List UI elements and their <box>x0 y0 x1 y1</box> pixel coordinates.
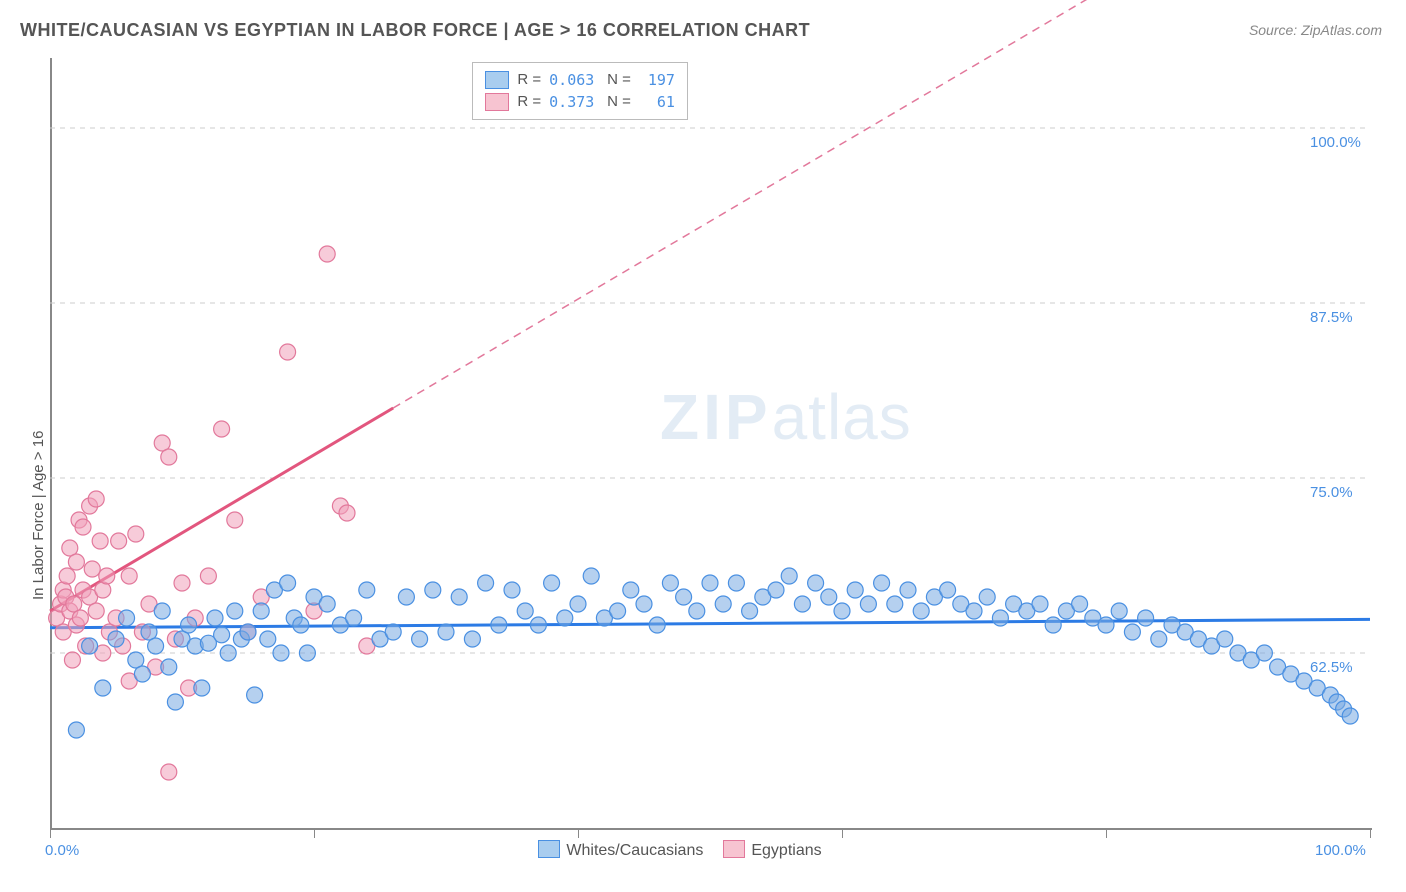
x-tick <box>842 828 843 838</box>
y-axis-label: In Labor Force | Age > 16 <box>30 431 47 600</box>
plot-svg <box>50 58 1370 828</box>
legend-n-value: 197 <box>639 69 675 91</box>
legend-r-label: R = <box>517 69 541 91</box>
legend-r-value: 0.063 <box>549 69 599 91</box>
legend-series: Whites/Caucasians Egyptians <box>538 840 821 860</box>
x-min-label: 0.0% <box>45 842 79 859</box>
source-label: Source: ZipAtlas.com <box>1249 22 1382 38</box>
legend-r-value: 0.373 <box>549 91 599 113</box>
y-tick-label: 62.5% <box>1310 659 1353 676</box>
chart-container: WHITE/CAUCASIAN VS EGYPTIAN IN LABOR FOR… <box>0 0 1406 892</box>
x-tick <box>314 828 315 838</box>
legend-swatch <box>723 840 745 858</box>
y-tick-label: 75.0% <box>1310 484 1353 501</box>
x-tick <box>578 828 579 838</box>
legend-label: Egyptians <box>751 842 821 859</box>
legend-swatch <box>485 93 509 111</box>
legend-n-value: 61 <box>639 91 675 113</box>
legend-item: Egyptians <box>723 840 821 860</box>
legend-n-label: N = <box>607 91 631 113</box>
legend-swatch <box>485 71 509 89</box>
legend-n-label: N = <box>607 69 631 91</box>
legend-correlation: R = 0.063 N = 197 R = 0.373 N = 61 <box>472 62 688 120</box>
x-tick <box>50 828 51 838</box>
legend-row: R = 0.373 N = 61 <box>485 91 675 113</box>
legend-r-label: R = <box>517 91 541 113</box>
y-tick-label: 87.5% <box>1310 309 1353 326</box>
x-tick <box>1370 828 1371 838</box>
y-tick-label: 100.0% <box>1310 134 1361 151</box>
x-max-label: 100.0% <box>1315 842 1366 859</box>
chart-title: WHITE/CAUCASIAN VS EGYPTIAN IN LABOR FOR… <box>20 20 810 41</box>
x-tick <box>1106 828 1107 838</box>
legend-row: R = 0.063 N = 197 <box>485 69 675 91</box>
legend-swatch <box>538 840 560 858</box>
legend-label: Whites/Caucasians <box>566 842 703 859</box>
legend-item: Whites/Caucasians <box>538 840 703 860</box>
